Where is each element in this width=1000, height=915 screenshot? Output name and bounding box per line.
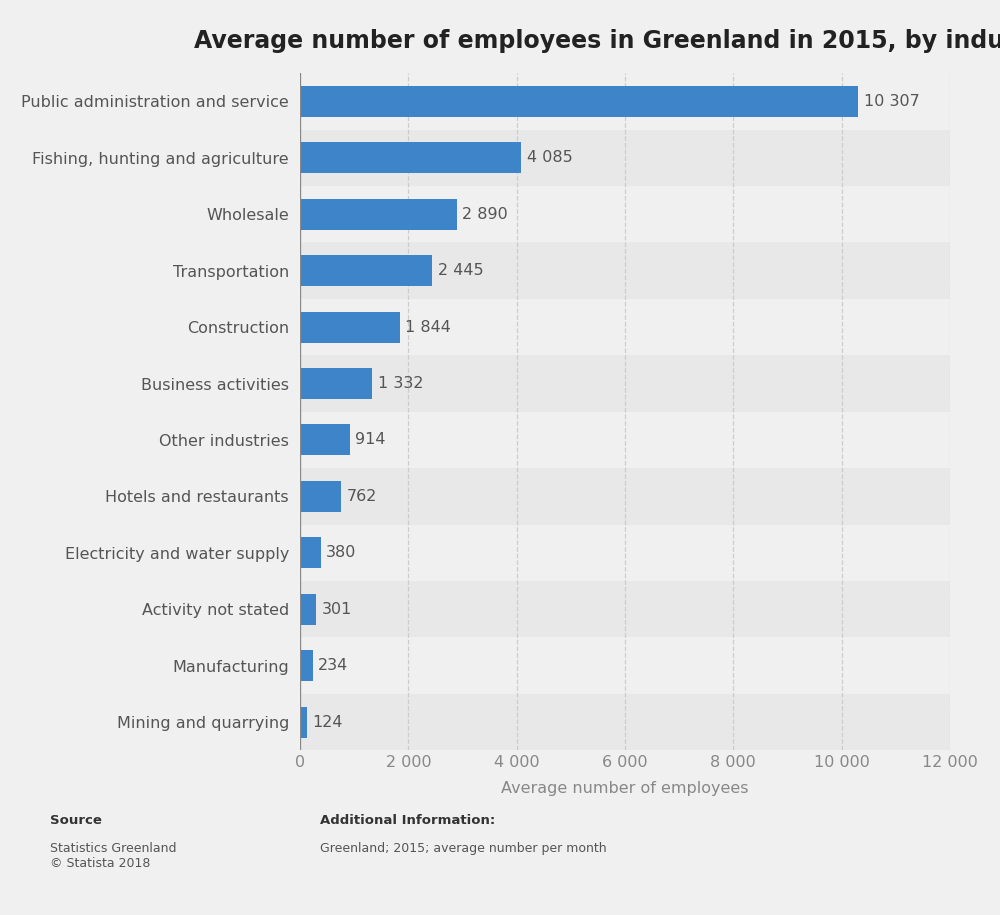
Text: Source: Source: [50, 814, 102, 827]
Bar: [300, 242, 950, 299]
Text: 2 445: 2 445: [438, 264, 483, 278]
Bar: [300, 299, 950, 355]
Text: 4 085: 4 085: [527, 150, 572, 166]
Bar: [300, 412, 950, 468]
Text: 380: 380: [326, 545, 356, 560]
Bar: [300, 594, 316, 625]
Bar: [300, 186, 950, 242]
Bar: [300, 638, 950, 694]
Bar: [300, 312, 400, 342]
Bar: [300, 199, 457, 230]
Bar: [300, 524, 950, 581]
Bar: [300, 537, 321, 568]
Text: 10 307: 10 307: [864, 94, 919, 109]
Text: 2 890: 2 890: [462, 207, 508, 221]
Text: 301: 301: [322, 602, 352, 617]
Text: 1 844: 1 844: [405, 319, 451, 335]
Bar: [300, 86, 858, 117]
Bar: [300, 694, 950, 750]
Text: Greenland; 2015; average number per month: Greenland; 2015; average number per mont…: [320, 842, 607, 855]
Bar: [300, 581, 950, 638]
Bar: [300, 368, 372, 399]
Text: 914: 914: [355, 433, 385, 447]
Title: Average number of employees in Greenland in 2015, by industry: Average number of employees in Greenland…: [194, 29, 1000, 53]
Bar: [300, 425, 350, 456]
Bar: [300, 481, 341, 511]
Bar: [300, 73, 950, 130]
Bar: [300, 468, 950, 524]
Bar: [300, 651, 313, 681]
Text: 1 332: 1 332: [378, 376, 423, 391]
Text: Additional Information:: Additional Information:: [320, 814, 495, 827]
Bar: [300, 706, 307, 737]
Text: 234: 234: [318, 658, 348, 673]
Text: 762: 762: [347, 489, 377, 504]
Bar: [300, 255, 432, 286]
Bar: [300, 130, 950, 186]
Text: Statistics Greenland
© Statista 2018: Statistics Greenland © Statista 2018: [50, 842, 176, 870]
X-axis label: Average number of employees: Average number of employees: [501, 781, 749, 796]
Bar: [300, 355, 950, 412]
Text: 124: 124: [312, 715, 343, 729]
Bar: [300, 143, 521, 173]
